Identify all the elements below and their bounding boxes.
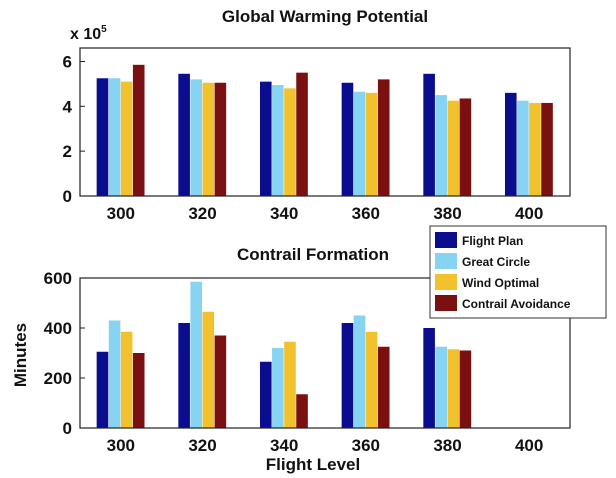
gwp-chart-title: Global Warming Potential (222, 7, 428, 26)
gwp-bar-great-circle-360 (353, 91, 366, 196)
contrail-bar-contrail-avoidance-340 (296, 394, 308, 428)
contrail-bar-contrail-avoidance-380 (459, 350, 472, 428)
contrail-bar-great-circle-360 (353, 315, 366, 428)
gwp-y-tick-2: 2 (63, 142, 72, 161)
gwp-plot-frame (79, 47, 571, 197)
gwp-y-tick-0: 0 (63, 187, 72, 206)
gwp-y-tick-4: 4 (63, 97, 73, 116)
contrail-x-tick-340: 340 (270, 436, 298, 455)
gwp-bar-contrail-avoidance-300 (132, 64, 145, 196)
contrail-bar-wind-optimal-300 (120, 331, 133, 428)
gwp-bar-contrail-avoidance-380 (459, 98, 472, 196)
contrail-bar-great-circle-380 (435, 346, 447, 428)
contrail-bar-great-circle-320 (190, 281, 202, 428)
contrail-bar-contrail-avoidance-300 (132, 353, 145, 428)
gwp-bar-wind-optimal-340 (284, 88, 296, 196)
gwp-bar-great-circle-320 (190, 79, 202, 196)
legend-swatch-flight-plan (435, 232, 457, 248)
contrail-bar-wind-optimal-320 (202, 311, 215, 428)
contrail-x-ticks: 300 320 340 360 380 400 (107, 436, 544, 455)
gwp-multiplier-label: x 105 (70, 24, 107, 43)
gwp-x-tick-340: 340 (270, 204, 298, 223)
contrail-x-tick-300: 300 (107, 436, 135, 455)
gwp-x-tick-320: 320 (188, 204, 216, 223)
gwp-bar-contrail-avoidance-360 (377, 79, 390, 196)
gwp-bar-great-circle-340 (272, 85, 284, 196)
gwp-bar-great-circle-380 (435, 95, 447, 196)
gwp-bar-contrail-avoidance-320 (214, 82, 227, 196)
contrail-bar-wind-optimal-340 (284, 341, 296, 428)
legend-label-wind-optimal: Wind Optimal (462, 276, 539, 290)
gwp-bar-flight-plan-360 (341, 82, 354, 196)
contrail-bar-great-circle-340 (272, 348, 284, 428)
contrail-y-tick-0: 0 (63, 419, 72, 438)
legend-label-flight-plan: Flight Plan (462, 234, 523, 248)
gwp-bar-flight-plan-320 (178, 73, 190, 196)
gwp-bar-flight-plan-400 (504, 92, 517, 196)
contrail-x-tick-380: 380 (433, 436, 461, 455)
gwp-bar-wind-optimal-400 (529, 102, 541, 196)
contrail-y-tick-400: 400 (44, 319, 72, 338)
gwp-bar-contrail-avoidance-340 (296, 72, 308, 196)
legend-box (429, 225, 607, 319)
gwp-x-ticks: 300 320 340 360 380 400 (107, 204, 544, 223)
contrail-x-tick-400: 400 (515, 436, 543, 455)
contrail-bar-flight-plan-300 (96, 351, 109, 428)
contrail-x-tick-360: 360 (352, 436, 380, 455)
contrail-bar-wind-optimal-380 (447, 349, 460, 428)
contrail-bar-flight-plan-340 (259, 361, 272, 428)
contrail-x-tick-320: 320 (188, 436, 216, 455)
contrail-plot-frame (79, 277, 571, 429)
contrail-y-ticks: 0 200 400 600 (44, 269, 85, 438)
legend-label-great-circle: Great Circle (462, 255, 530, 269)
contrail-bar-great-circle-300 (108, 320, 121, 428)
legend-swatch-wind-optimal (435, 274, 457, 290)
gwp-x-tick-380: 380 (433, 204, 461, 223)
legend-swatch-contrail-avoidance (435, 295, 457, 311)
gwp-x-tick-300: 300 (107, 204, 135, 223)
gwp-bars (96, 64, 553, 196)
contrail-chart-title: Contrail Formation (237, 245, 389, 264)
contrail-y-axis-label: Minutes (11, 323, 30, 387)
contrail-bar-flight-plan-380 (423, 328, 435, 428)
gwp-bar-wind-optimal-360 (365, 92, 378, 196)
legend-label-contrail-avoidance: Contrail Avoidance (462, 297, 571, 311)
gwp-bar-great-circle-400 (517, 100, 529, 196)
gwp-bar-wind-optimal-380 (447, 100, 460, 196)
contrail-bar-wind-optimal-360 (365, 331, 378, 428)
contrail-bar-flight-plan-360 (341, 323, 354, 428)
legend: Flight Plan Great Circle Wind Optimal Contr… (429, 225, 607, 319)
gwp-x-tick-400: 400 (515, 204, 543, 223)
gwp-bar-wind-optimal-320 (202, 82, 215, 196)
contrail-bars (96, 281, 472, 428)
gwp-y-tick-6: 6 (63, 52, 72, 71)
gwp-bar-great-circle-300 (108, 78, 121, 196)
contrail-x-axis-label: Flight Level (266, 455, 360, 474)
gwp-bar-wind-optimal-300 (120, 81, 133, 196)
legend-swatch-great-circle (435, 253, 457, 269)
contrail-bar-contrail-avoidance-360 (377, 346, 390, 428)
gwp-multiplier-exponent: 5 (101, 24, 107, 35)
gwp-x-tick-360: 360 (352, 204, 380, 223)
gwp-bar-flight-plan-380 (423, 73, 435, 196)
contrail-bar-flight-plan-320 (178, 323, 190, 428)
gwp-bar-contrail-avoidance-400 (541, 102, 553, 196)
contrail-y-tick-200: 200 (44, 369, 72, 388)
gwp-bar-flight-plan-340 (259, 81, 272, 196)
gwp-bar-flight-plan-300 (96, 78, 109, 196)
gwp-y-ticks: 0 2 4 6 (63, 52, 85, 206)
contrail-bar-contrail-avoidance-320 (214, 335, 227, 428)
contrail-y-tick-600: 600 (44, 269, 72, 288)
